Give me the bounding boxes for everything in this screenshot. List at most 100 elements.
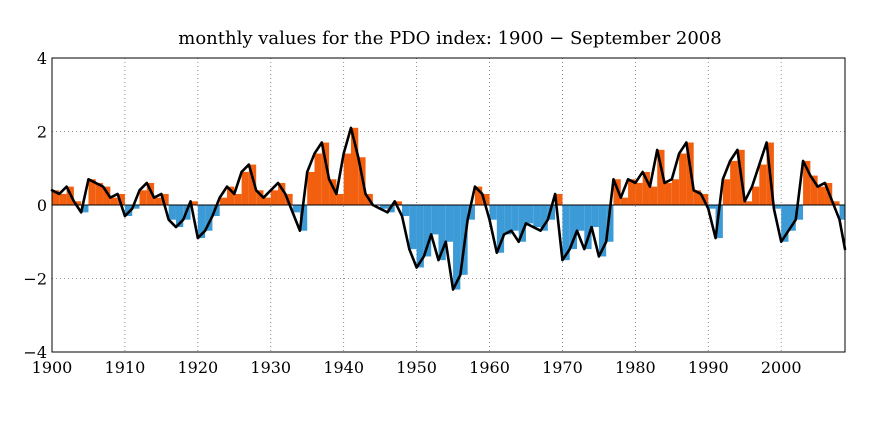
month-bar (212, 205, 220, 217)
month-bar (350, 127, 359, 205)
month-bar (431, 205, 439, 235)
month-bar (635, 182, 643, 205)
month-bar (467, 205, 475, 220)
y-tick-label: 0 (37, 196, 47, 215)
month-bar (832, 201, 840, 205)
month-bar (52, 190, 60, 205)
month-bar (839, 205, 845, 220)
month-bar (504, 205, 512, 235)
y-tick-label: −4 (23, 343, 47, 362)
month-bar (613, 179, 621, 205)
month-bar (132, 205, 140, 209)
month-bar (139, 190, 147, 205)
month-bar (598, 205, 607, 257)
y-tick-label: 4 (37, 49, 47, 68)
month-bar (380, 205, 388, 209)
x-tick-label: 1970 (542, 358, 583, 377)
x-tick-label: 1990 (688, 358, 729, 377)
month-bar (649, 186, 658, 205)
month-bar (219, 197, 228, 205)
month-bar (438, 205, 446, 261)
month-bar (263, 197, 271, 205)
month-bar (752, 186, 760, 205)
month-bar (773, 205, 782, 209)
x-tick-label: 1910 (105, 358, 146, 377)
month-bar (197, 205, 206, 239)
month-bar (307, 171, 315, 205)
month-bar (190, 201, 198, 205)
plot-frame (51, 57, 846, 353)
x-tick-label: 1900 (32, 358, 73, 377)
month-bar (329, 179, 337, 205)
month-bar (321, 142, 330, 205)
month-bar (292, 205, 300, 213)
month-bar (518, 205, 526, 242)
month-bar (671, 179, 680, 205)
month-bar (343, 153, 351, 205)
month-bar (803, 160, 811, 205)
month-bar (577, 205, 585, 231)
x-tick-label: 1960 (469, 358, 510, 377)
month-bar (482, 193, 490, 205)
month-bar (146, 182, 155, 205)
month-bar (525, 205, 534, 224)
month-bar (154, 197, 162, 205)
month-bar (88, 179, 96, 205)
month-bar (270, 190, 279, 205)
x-tick-label: 1980 (615, 358, 656, 377)
month-bar (496, 205, 505, 253)
month-bar (402, 205, 410, 217)
month-bar (453, 205, 461, 290)
month-bar (540, 205, 548, 231)
month-bar (73, 201, 82, 205)
month-bar (278, 182, 286, 205)
month-bar (95, 182, 104, 205)
month-bar (489, 205, 497, 220)
month-bar (759, 164, 767, 205)
month-bar (679, 153, 687, 205)
month-bar (795, 205, 804, 220)
month-bar (511, 205, 519, 231)
y-tick-label: 2 (37, 123, 47, 142)
month-bar (81, 205, 89, 213)
month-bar (445, 205, 454, 242)
month-bar (110, 197, 118, 205)
month-bar (533, 205, 541, 228)
month-bar (628, 179, 636, 205)
y-tick-labels: −4 −2 0 2 4 (23, 49, 47, 362)
month-bar (474, 186, 483, 205)
month-bar (591, 205, 599, 228)
month-bar (810, 175, 818, 205)
grid-lines (52, 58, 845, 352)
month-bar (299, 205, 308, 231)
month-bar (715, 205, 723, 239)
month-bar (227, 186, 235, 205)
month-bar (161, 193, 169, 205)
month-bar (175, 205, 184, 228)
month-bar (569, 205, 578, 250)
month-bar (241, 171, 249, 205)
month-bar (103, 186, 111, 205)
chart-title: monthly values for the PDO index: 1900 −… (178, 28, 721, 49)
month-bar (722, 179, 731, 205)
month-bar (314, 153, 322, 205)
month-bar (256, 190, 264, 205)
x-tick-label: 1950 (396, 358, 437, 377)
month-bar (555, 193, 563, 205)
x-tick-label: 2000 (761, 358, 802, 377)
month-bar (285, 193, 293, 205)
month-bar (248, 164, 257, 205)
month-bar (234, 193, 242, 205)
month-bar (744, 201, 753, 205)
month-bar (788, 205, 796, 231)
month-bar (416, 205, 424, 268)
month-bar (817, 186, 825, 205)
x-tick-label: 1930 (250, 358, 291, 377)
month-bar (59, 193, 67, 205)
x-tick-label: 1940 (323, 358, 364, 377)
month-bar (562, 205, 570, 261)
month-bar (693, 190, 701, 205)
month-bar (117, 193, 125, 205)
smoothed-index-line (50, 126, 847, 291)
